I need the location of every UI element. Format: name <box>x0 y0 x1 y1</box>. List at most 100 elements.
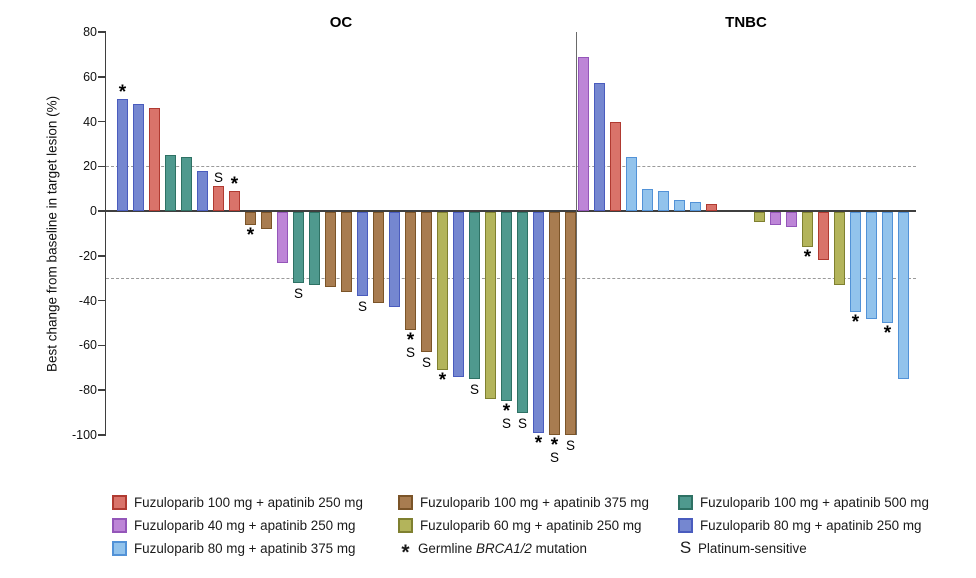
legend-label: Fuzuloparib 60 mg + apatinib 250 mg <box>420 517 642 533</box>
bar-tnbc-18 <box>850 212 861 312</box>
y-tick-label: 0 <box>90 204 97 219</box>
y-tick <box>98 344 106 347</box>
bar-oc-7 <box>213 186 224 212</box>
legend-item-olive: Fuzuloparib 60 mg + apatinib 250 mg <box>398 517 641 533</box>
bar-oc-13 <box>309 212 320 285</box>
bar-tnbc-6 <box>658 190 669 212</box>
legend-label: Fuzuloparib 100 mg + apatinib 250 mg <box>134 494 363 510</box>
bar-oc-17 <box>373 212 384 303</box>
legend-swatch-olive <box>398 517 413 533</box>
legend-swatch-teal <box>678 494 693 510</box>
bar-tnbc-2 <box>594 83 605 212</box>
y-axis-line <box>104 32 106 435</box>
bar-oc-15 <box>341 212 352 292</box>
legend-label: Platinum-sensitive <box>698 541 807 556</box>
bar-tnbc-5 <box>642 188 653 212</box>
legend-swatch-purple <box>112 517 127 533</box>
bar-tnbc-21 <box>898 212 909 380</box>
bar-tnbc-20 <box>882 212 893 324</box>
bar-tnbc-13 <box>770 212 781 225</box>
bar-oc-5 <box>181 157 192 212</box>
legend-label: Fuzuloparib 40 mg + apatinib 250 mg <box>134 517 356 533</box>
platinum-sensitive-marker: S <box>565 438 576 453</box>
bar-oc-10 <box>261 212 272 230</box>
bar-oc-12 <box>293 212 304 283</box>
bar-oc-16 <box>357 212 368 297</box>
brca-mutation-marker: * <box>534 432 543 454</box>
platinum-sensitive-marker: S <box>549 450 560 465</box>
legend-item-brown: Fuzuloparib 100 mg + apatinib 375 mg <box>398 494 649 510</box>
bar-oc-25 <box>501 212 512 402</box>
legend-swatch-red <box>112 494 127 510</box>
legend-item-brca-mutation: * Germline BRCA1/2 mutation <box>398 540 587 564</box>
bar-tnbc-1 <box>578 56 589 212</box>
brca-mutation-marker: * <box>406 329 415 351</box>
bar-tnbc-3 <box>610 121 621 212</box>
brca-mutation-marker: * <box>803 246 812 268</box>
platinum-sensitive-marker: S <box>293 285 304 301</box>
asterisk-marker-icon: * <box>401 540 410 564</box>
y-tick <box>98 165 106 168</box>
platinum-sensitive-marker: S <box>213 170 224 186</box>
legend-item-indigo: Fuzuloparib 80 mg + apatinib 250 mg <box>678 517 921 533</box>
legend-swatch-brown <box>398 494 413 510</box>
bar-tnbc-9 <box>706 204 717 212</box>
brca-mutation-marker: * <box>883 323 892 345</box>
bar-oc-28 <box>549 212 560 435</box>
platinum-sensitive-marker: S <box>469 382 480 398</box>
bar-oc-23 <box>469 212 480 380</box>
y-tick <box>98 434 106 436</box>
legend-swatch-sky <box>112 541 127 556</box>
bar-oc-24 <box>485 212 496 400</box>
bar-tnbc-15 <box>802 212 813 247</box>
legend-label: Fuzuloparib 100 mg + apatinib 375 mg <box>420 494 649 510</box>
bar-oc-8 <box>229 190 240 212</box>
bar-oc-18 <box>389 212 400 308</box>
y-tick-label: -60 <box>78 338 97 353</box>
y-tick <box>98 389 106 391</box>
bar-tnbc-12 <box>754 212 765 223</box>
y-tick <box>98 76 106 78</box>
platinum-sensitive-marker: S <box>501 416 512 432</box>
bar-oc-20 <box>421 212 432 353</box>
legend-label: Fuzuloparib 80 mg + apatinib 375 mg <box>134 541 356 556</box>
bar-oc-19 <box>405 212 416 330</box>
y-tick <box>98 31 106 33</box>
y-tick-label: -40 <box>78 293 97 308</box>
brca-mutation-marker: * <box>230 173 239 195</box>
bar-oc-1 <box>117 99 128 212</box>
legend-item-purple: Fuzuloparib 40 mg + apatinib 250 mg <box>112 517 355 533</box>
bar-oc-6 <box>197 170 208 212</box>
bar-tnbc-19 <box>866 212 877 319</box>
brca-mutation-marker: * <box>851 311 860 333</box>
platinum-sensitive-marker: S <box>517 415 528 431</box>
y-tick-label: 20 <box>83 159 97 174</box>
legend-item-teal: Fuzuloparib 100 mg + apatinib 500 mg <box>678 494 929 510</box>
y-tick <box>98 210 106 212</box>
legend-label: Germline BRCA1/2 mutation <box>418 541 587 556</box>
bar-oc-27 <box>533 212 544 433</box>
panel-divider <box>576 32 577 435</box>
platinum-sensitive-marker: S <box>405 344 416 360</box>
y-tick-label: -100 <box>71 428 97 442</box>
brca-mutation-marker: * <box>118 82 127 104</box>
bar-tnbc-7 <box>674 199 685 212</box>
bar-oc-4 <box>165 155 176 212</box>
bar-tnbc-17 <box>834 212 845 285</box>
legend-item-sky: Fuzuloparib 80 mg + apatinib 375 mg <box>112 541 355 557</box>
bar-oc-14 <box>325 212 336 288</box>
y-tick-label: 60 <box>83 69 97 84</box>
bar-oc-11 <box>277 212 288 263</box>
legend-item-platinum-sensitive: S Platinum-sensitive <box>678 539 807 557</box>
y-tick-label: -20 <box>78 248 97 263</box>
brca-mutation-marker: * <box>550 435 559 456</box>
zero-baseline <box>106 210 916 213</box>
y-axis-title: Best change from baseline in target lesi… <box>44 95 60 372</box>
bar-oc-26 <box>517 212 528 413</box>
panel-title-oc: OC <box>329 14 353 31</box>
legend-swatch-indigo <box>678 517 693 533</box>
bar-tnbc-8 <box>690 202 701 212</box>
legend-label: Fuzuloparib 100 mg + apatinib 500 mg <box>700 494 929 510</box>
bar-oc-2 <box>133 103 144 212</box>
